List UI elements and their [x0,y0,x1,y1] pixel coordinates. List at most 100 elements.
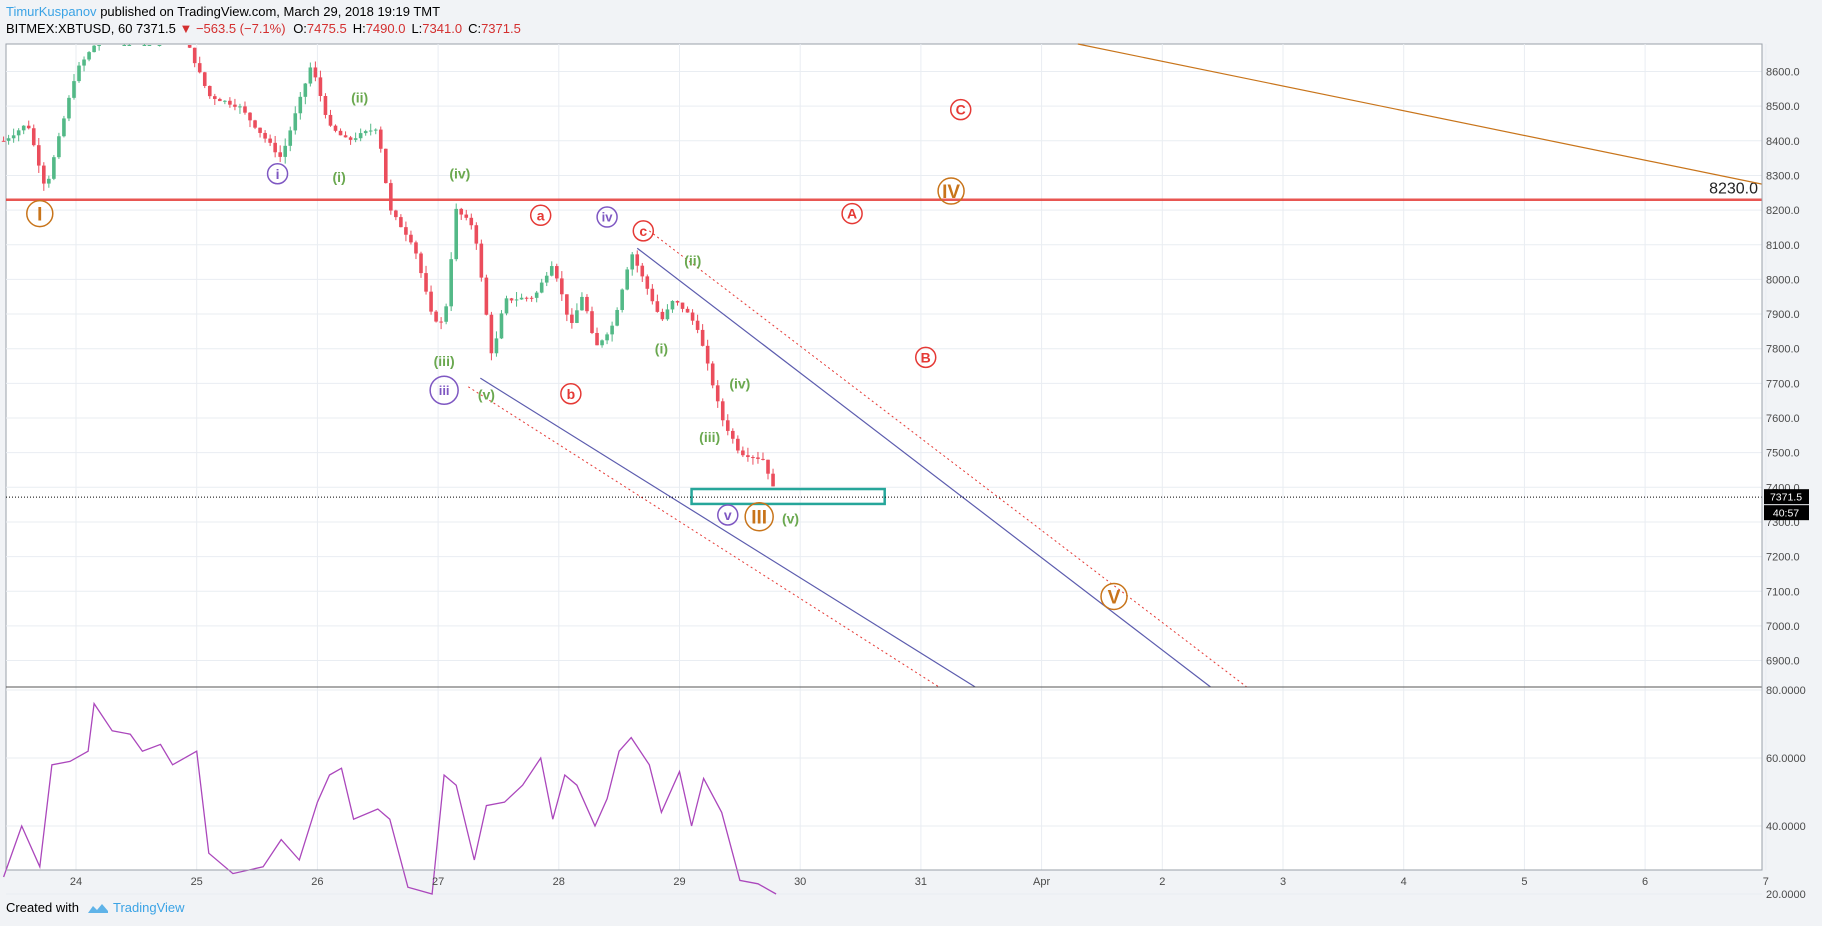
candle-body [499,313,504,339]
wave-label-circle [632,220,655,242]
wave-label-text: b [567,386,576,402]
last-price-tag [1764,489,1809,505]
candle-body [761,458,765,460]
tradingview-logo-icon [87,903,108,913]
low-value: 7341.0 [422,21,463,36]
open-value: 7475.5 [306,21,347,36]
candle-body [383,148,388,184]
candle-body [409,234,413,243]
candle-body [368,130,373,132]
candle-body [479,243,484,278]
candle-body [202,72,207,86]
x-tick-label: 30 [794,876,806,888]
candle-body [399,217,403,228]
candle-body [484,277,489,315]
candle-body [62,118,66,137]
chart-header-publish: TimurKuspanov published on TradingView.c… [6,4,440,19]
y-tick-label: 8600.0 [1766,67,1800,79]
ohlc-values: O:7475.5 H:7490.0 L:7341.0 C:7371.5 [293,21,527,36]
countdown-tag-label: 40:57 [1773,508,1799,520]
candle-body [389,183,393,211]
wave-label-text: I [37,204,42,225]
candle-body [218,98,222,102]
y-tick-label: 8300.0 [1766,170,1800,182]
channel-lower-line [480,377,976,688]
wave-label-circle [596,206,618,228]
candle-body [147,45,152,46]
candle-body [665,309,670,320]
y-tick-label: 7500.0 [1766,448,1800,460]
candle-body [268,138,272,143]
candle-body [620,289,624,310]
candle-body [715,385,720,402]
y-tick-label: 7000.0 [1766,621,1800,633]
candlestick-series [1,44,775,487]
candle-body [278,152,282,157]
wave-label-text: (iii) [699,429,720,445]
footer: Created with TradingView [6,900,185,915]
wave-label-text: a [537,207,545,223]
wave-label-text: (v) [478,386,495,402]
candle-body [333,125,338,131]
candle-body [741,450,745,456]
wave-label-text: (iii) [434,353,455,369]
low-label: L: [411,21,423,36]
candle-body [565,294,569,315]
candle-body [504,298,509,314]
candle-body [766,459,770,474]
candle-body [580,296,584,311]
wave-label-text: V [1108,587,1121,608]
candle-body [610,325,614,335]
x-tick-label: 5 [1521,876,1527,888]
candle-body [670,300,675,310]
candle-body [378,129,383,149]
candle-body [645,276,650,289]
candle-body [544,275,549,283]
candle-body [343,135,348,138]
candle-body [207,85,212,97]
candle-body [127,45,132,46]
wave-label-text: III [751,508,767,529]
wave-label-text: iv [602,210,614,225]
candle-body [630,254,635,270]
candle-body [710,363,715,386]
candle-body [223,100,227,102]
candle-body [434,311,438,322]
wave-label-text: (iv) [729,375,750,391]
candle-body [308,67,313,84]
wave-labels: Ii (i) (ii) (iii) iii (iv) (v) a b iv c (i) (ii) (iv)… [26,89,1128,611]
candle-body [675,300,680,303]
candle-body [6,138,11,141]
candle-body [524,297,529,299]
candle-body [283,145,288,157]
candle-body [489,314,494,354]
candle-body [539,282,544,293]
candle-body [263,132,267,139]
x-tick-label: 2 [1159,876,1165,888]
tradingview-brand[interactable]: TradingView [87,900,185,915]
candle-body [273,142,277,153]
rsi-line [2,701,777,895]
candle-body [469,217,474,226]
last-price-tag-label: 7371.5 [1770,492,1802,504]
chart-header-quote: BITMEX:XBTUSD, 60 7371.5 ▼ −563.5 (−7.1%… [6,21,527,36]
candle-body [575,310,579,323]
wave-label-text: (ii) [351,89,368,105]
candle-body [293,113,298,131]
candle-body [756,457,760,459]
wave-label-text: B [921,349,931,365]
x-tick-label: 28 [553,876,565,888]
down-arrow-icon: ▼ [179,21,193,36]
candle-body [625,269,629,290]
candle-body [1,140,6,142]
author-link[interactable]: TimurKuspanov [6,4,97,19]
candle-body [439,321,443,323]
price-change: −563.5 (−7.1%) [195,21,286,36]
candle-body [746,455,750,458]
candle-body [348,137,353,140]
candle-body [554,266,559,279]
candle-body [444,306,448,322]
wave-label-text: c [639,223,647,239]
open-label: O: [293,21,307,36]
